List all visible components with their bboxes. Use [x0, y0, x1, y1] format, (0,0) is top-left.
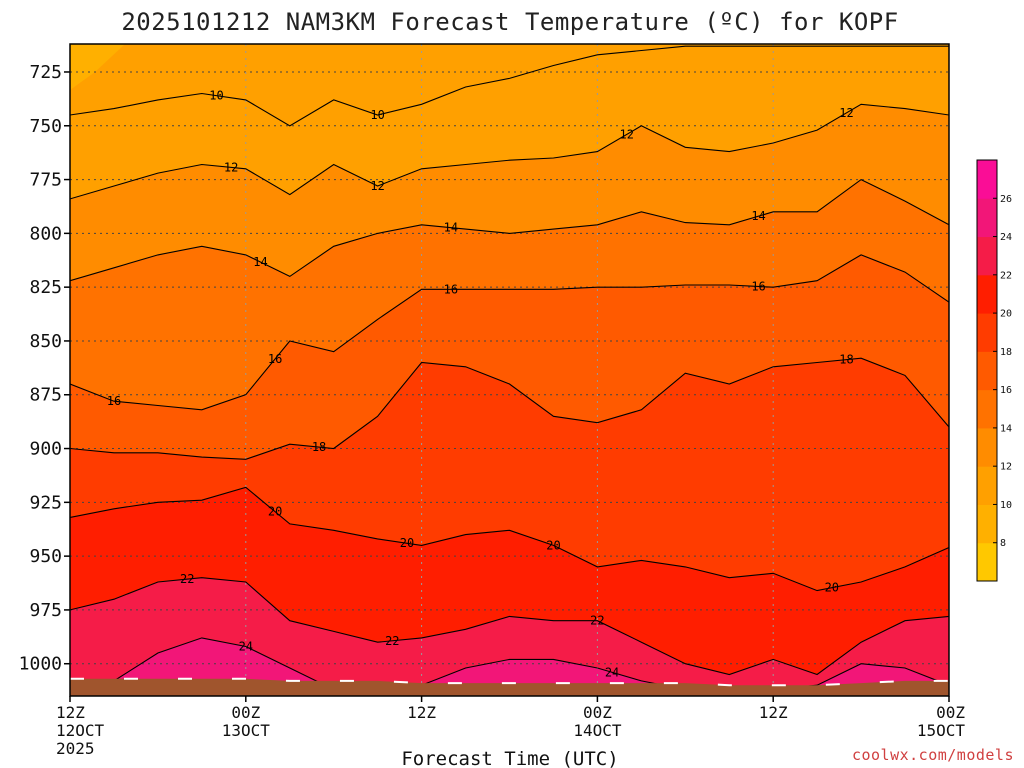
colorbar-segment-20 [977, 274, 997, 314]
isotherm-label-24: 24 [239, 640, 253, 654]
temperature-bands [70, 44, 949, 696]
isotherm-labels: 10 10 12 12 12 12 14 14 14 16 16 16 16 18 18 20 20 20 20 22… [107, 89, 854, 680]
ground-edge [70, 677, 949, 687]
y-tick-label-900: 900 [29, 439, 62, 460]
isotherm-label-10: 10 [209, 89, 223, 103]
x-tick-label-0-3: 2025 [56, 739, 95, 758]
isotherm-label-18: 18 [839, 353, 853, 367]
x-tick-label-36-1: 00Z [583, 703, 612, 722]
colorbar: 8 10 12 14 16 18 20 22 24 26 [976, 159, 1012, 582]
y-tick-label-775: 775 [29, 170, 62, 191]
y-tick-label-825: 825 [29, 277, 62, 298]
colorbar-segment-6 [977, 542, 997, 582]
isotherm-label-14: 14 [253, 255, 267, 269]
y-tick-label-750: 750 [29, 116, 62, 137]
isotherm-22 [70, 577, 949, 676]
y-tick-label-1000: 1000 [19, 654, 62, 675]
isotherm-label-16: 16 [751, 279, 765, 293]
x-tick-label-12-2: 13OCT [222, 721, 271, 740]
isotherm-label-22: 22 [385, 634, 399, 648]
isotherm-label-12: 12 [224, 160, 238, 174]
y-tick-label-800: 800 [29, 223, 62, 244]
colorbar-label-12: 12 [1000, 462, 1012, 473]
ground-surface [70, 677, 949, 696]
chart-title: 2025101212 NAM3KM Forecast Temperature (… [121, 8, 898, 36]
band-8-10 [70, 44, 125, 90]
colorbar-label-14: 14 [1000, 423, 1012, 434]
isotherm-20 [70, 486, 949, 592]
colorbar-label-16: 16 [1000, 385, 1012, 396]
colorbar-label-10: 10 [1000, 500, 1012, 511]
colorbar-label-8: 8 [1000, 538, 1006, 549]
y-tick-label-975: 975 [29, 600, 62, 621]
colorbar-segment-26 [977, 160, 997, 199]
isotherm-16 [70, 254, 949, 411]
isotherm-label-20: 20 [400, 536, 414, 550]
colorbar-label-22: 22 [1000, 270, 1012, 281]
colorbar-segment-12 [977, 427, 997, 467]
colorbar-frame [976, 159, 998, 582]
colorbar-label-18: 18 [1000, 347, 1012, 358]
isotherm-lines [70, 45, 949, 691]
colorbar-segment-16 [977, 351, 997, 391]
isotherm-label-12: 12 [839, 106, 853, 120]
isotherm-label-20: 20 [546, 538, 560, 552]
colorbar-segment-14 [977, 389, 997, 429]
x-tick-label-48-1: 12Z [759, 703, 788, 722]
x-tick-label-24-1: 12Z [407, 703, 436, 722]
ground-fill [70, 678, 949, 696]
isotherm-14 [70, 178, 949, 282]
y-tick-label-725: 725 [29, 62, 62, 83]
isotherm-label-20: 20 [825, 581, 839, 595]
gridlines [70, 44, 949, 696]
credit-text: coolwx.com/models [852, 746, 1014, 764]
colorbar-segment-10 [977, 466, 997, 505]
isotherm-label-24: 24 [605, 665, 619, 679]
isotherm-label-22: 22 [180, 572, 194, 586]
isotherm-label-14: 14 [444, 221, 458, 235]
isotherm-label-14: 14 [751, 209, 765, 223]
y-tick-label-875: 875 [29, 385, 62, 406]
colorbar-segment-18 [977, 313, 997, 352]
x-tick-label-60-2: 15OCT [917, 721, 966, 740]
isotherm-label-22: 22 [590, 614, 604, 628]
isotherm-label-20: 20 [268, 505, 282, 519]
colorbar-label-24: 24 [1000, 232, 1012, 243]
x-axis-label: Forecast Time (UTC) [401, 748, 618, 768]
y-axis: 725 750 775 800 825 850 875 900 925 950 975 1000 [19, 62, 70, 675]
x-tick-label-0-1: 12Z [56, 703, 85, 722]
isotherm-label-12: 12 [619, 127, 633, 141]
x-tick-label-60-1: 00Z [936, 703, 965, 722]
x-tick-label-0-2: 12OCT [56, 721, 105, 740]
colorbar-segment-24 [977, 198, 997, 238]
x-tick-label-36-2: 14OCT [573, 721, 622, 740]
isotherm-label-16: 16 [444, 282, 458, 296]
isotherm-18 [70, 357, 949, 460]
y-tick-label-850: 850 [29, 331, 62, 352]
isotherm-10 [70, 45, 949, 127]
colorbar-label-26: 26 [1000, 194, 1012, 205]
plot-frame [69, 43, 950, 697]
colorbar-segment-8 [977, 504, 997, 544]
isotherm-label-16: 16 [268, 352, 282, 366]
isotherm-label-12: 12 [370, 179, 384, 193]
x-tick-label-12-1: 00Z [231, 703, 260, 722]
colorbar-segment-22 [977, 236, 997, 276]
isotherm-label-16: 16 [107, 394, 121, 408]
colorbar-label-20: 20 [1000, 309, 1012, 320]
band-22-24 [70, 577, 949, 696]
isotherm-label-10: 10 [370, 108, 384, 122]
y-tick-label-925: 925 [29, 492, 62, 513]
isotherm-label-18: 18 [312, 440, 326, 454]
isotherm-12 [70, 103, 949, 200]
y-tick-label-950: 950 [29, 546, 62, 567]
